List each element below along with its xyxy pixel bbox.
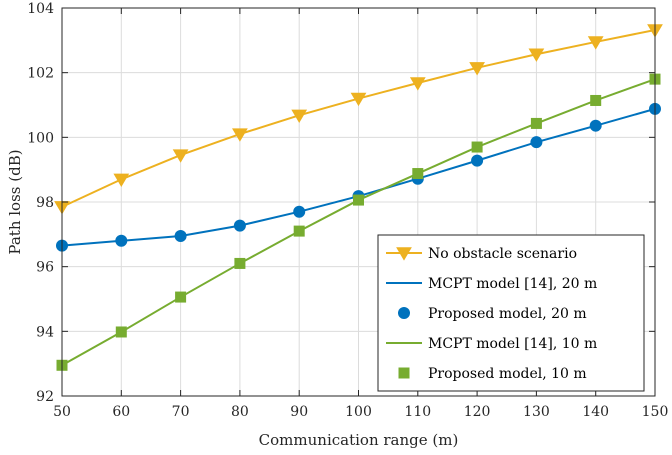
y-axis-title: Path loss (dB) [6, 149, 24, 254]
data-point [175, 291, 187, 303]
y-tick-label: 96 [36, 260, 54, 276]
y-tick-label: 98 [36, 195, 54, 211]
legend-marker-swatch [398, 367, 410, 379]
data-point [293, 225, 305, 237]
legend-entry: MCPT model [14], 20 m [386, 276, 597, 292]
data-point [172, 149, 189, 163]
x-tick-label: 130 [523, 404, 550, 420]
data-point [233, 219, 246, 232]
legend-label: Proposed model, 10 m [428, 366, 587, 382]
data-point [293, 205, 306, 218]
data-point [115, 326, 127, 338]
data-point [528, 48, 545, 62]
x-tick-label: 50 [53, 404, 71, 420]
legend-entry: Proposed model, 20 m [398, 306, 587, 322]
legend-marker-swatch [396, 247, 412, 261]
x-tick-label: 150 [642, 404, 669, 420]
series-2 [56, 102, 661, 252]
data-point [471, 141, 483, 153]
data-point [471, 154, 484, 167]
data-point [353, 194, 364, 206]
y-tick-label: 102 [27, 66, 54, 82]
legend-label: MCPT model [14], 10 m [428, 336, 597, 352]
data-point [234, 257, 246, 269]
x-tick-label: 110 [404, 404, 431, 420]
y-tick-label: 94 [36, 324, 54, 340]
x-tick-label: 100 [345, 404, 372, 420]
x-axis-title: Communication range (m) [259, 431, 459, 449]
data-point [469, 62, 485, 76]
data-point [587, 36, 604, 50]
legend-label: MCPT model [14], 20 m [428, 276, 597, 292]
axis-ticks: 50 60 70 80 90 100 110 120 130 140 150 92 94 96 98 100 1… [27, 1, 668, 420]
data-point [174, 229, 187, 242]
x-tick-label: 80 [231, 404, 249, 420]
data-point [350, 92, 367, 107]
data-point [589, 119, 602, 132]
legend-entry: Proposed model, 10 m [398, 366, 587, 382]
legend-marker-swatch [398, 307, 410, 319]
y-tick-label: 104 [27, 1, 54, 17]
data-point [530, 117, 542, 129]
legend: No obstacle scenario MCPT model [14], 20 … [377, 234, 645, 392]
x-tick-label: 90 [290, 404, 308, 420]
data-point [412, 168, 424, 180]
x-tick-label: 70 [172, 404, 190, 420]
legend-entry: MCPT model [14], 10 m [386, 336, 597, 352]
legend-label: Proposed model, 20 m [428, 306, 587, 322]
legend-entry: No obstacle scenario [386, 246, 577, 262]
x-tick-label: 140 [582, 404, 609, 420]
data-point [409, 77, 426, 91]
data-point [590, 94, 602, 106]
data-point [232, 128, 248, 142]
data-point [530, 136, 543, 149]
x-tick-label: 60 [112, 404, 130, 420]
legend-box [377, 234, 645, 392]
x-tick-label: 120 [464, 404, 491, 420]
y-tick-label: 100 [27, 130, 54, 146]
series-layer [54, 24, 663, 371]
legend-label: No obstacle scenario [428, 246, 577, 262]
y-tick-label: 92 [36, 389, 54, 405]
data-point [291, 109, 308, 123]
data-point [113, 173, 130, 188]
data-point [115, 234, 128, 247]
series-0 [54, 24, 663, 215]
